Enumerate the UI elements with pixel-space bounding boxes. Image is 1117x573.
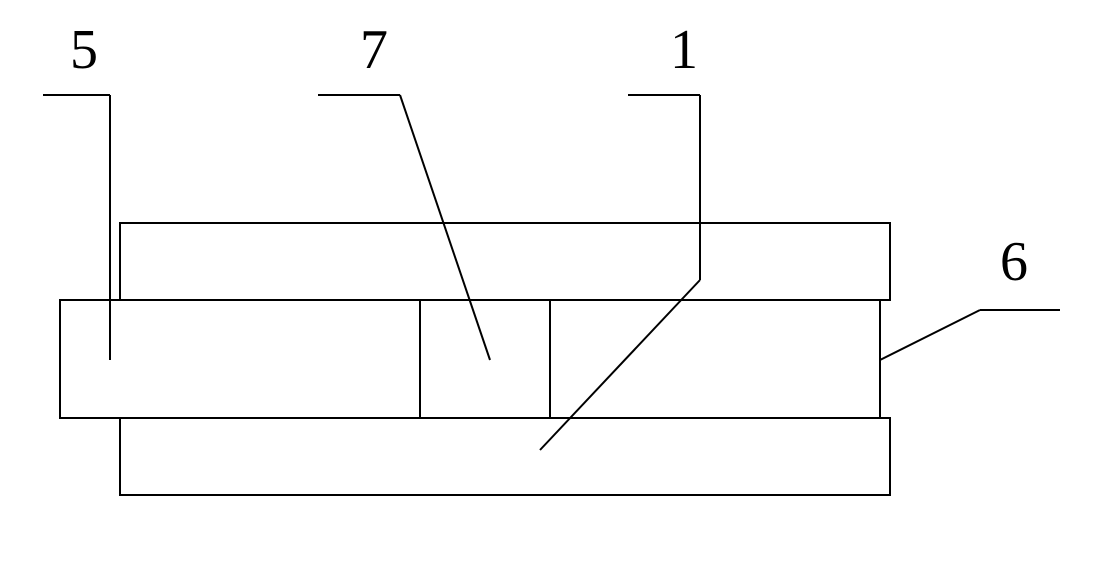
mid-right-block [550,300,880,418]
top-slab [120,223,890,300]
leader-6-d [880,310,980,360]
diagram-svg [0,0,1117,573]
bottom-slab [120,418,890,495]
leader-1-d [540,280,700,450]
mid-left-block [60,300,420,418]
mid-center-block [420,300,550,418]
leader-7-d [400,95,490,360]
